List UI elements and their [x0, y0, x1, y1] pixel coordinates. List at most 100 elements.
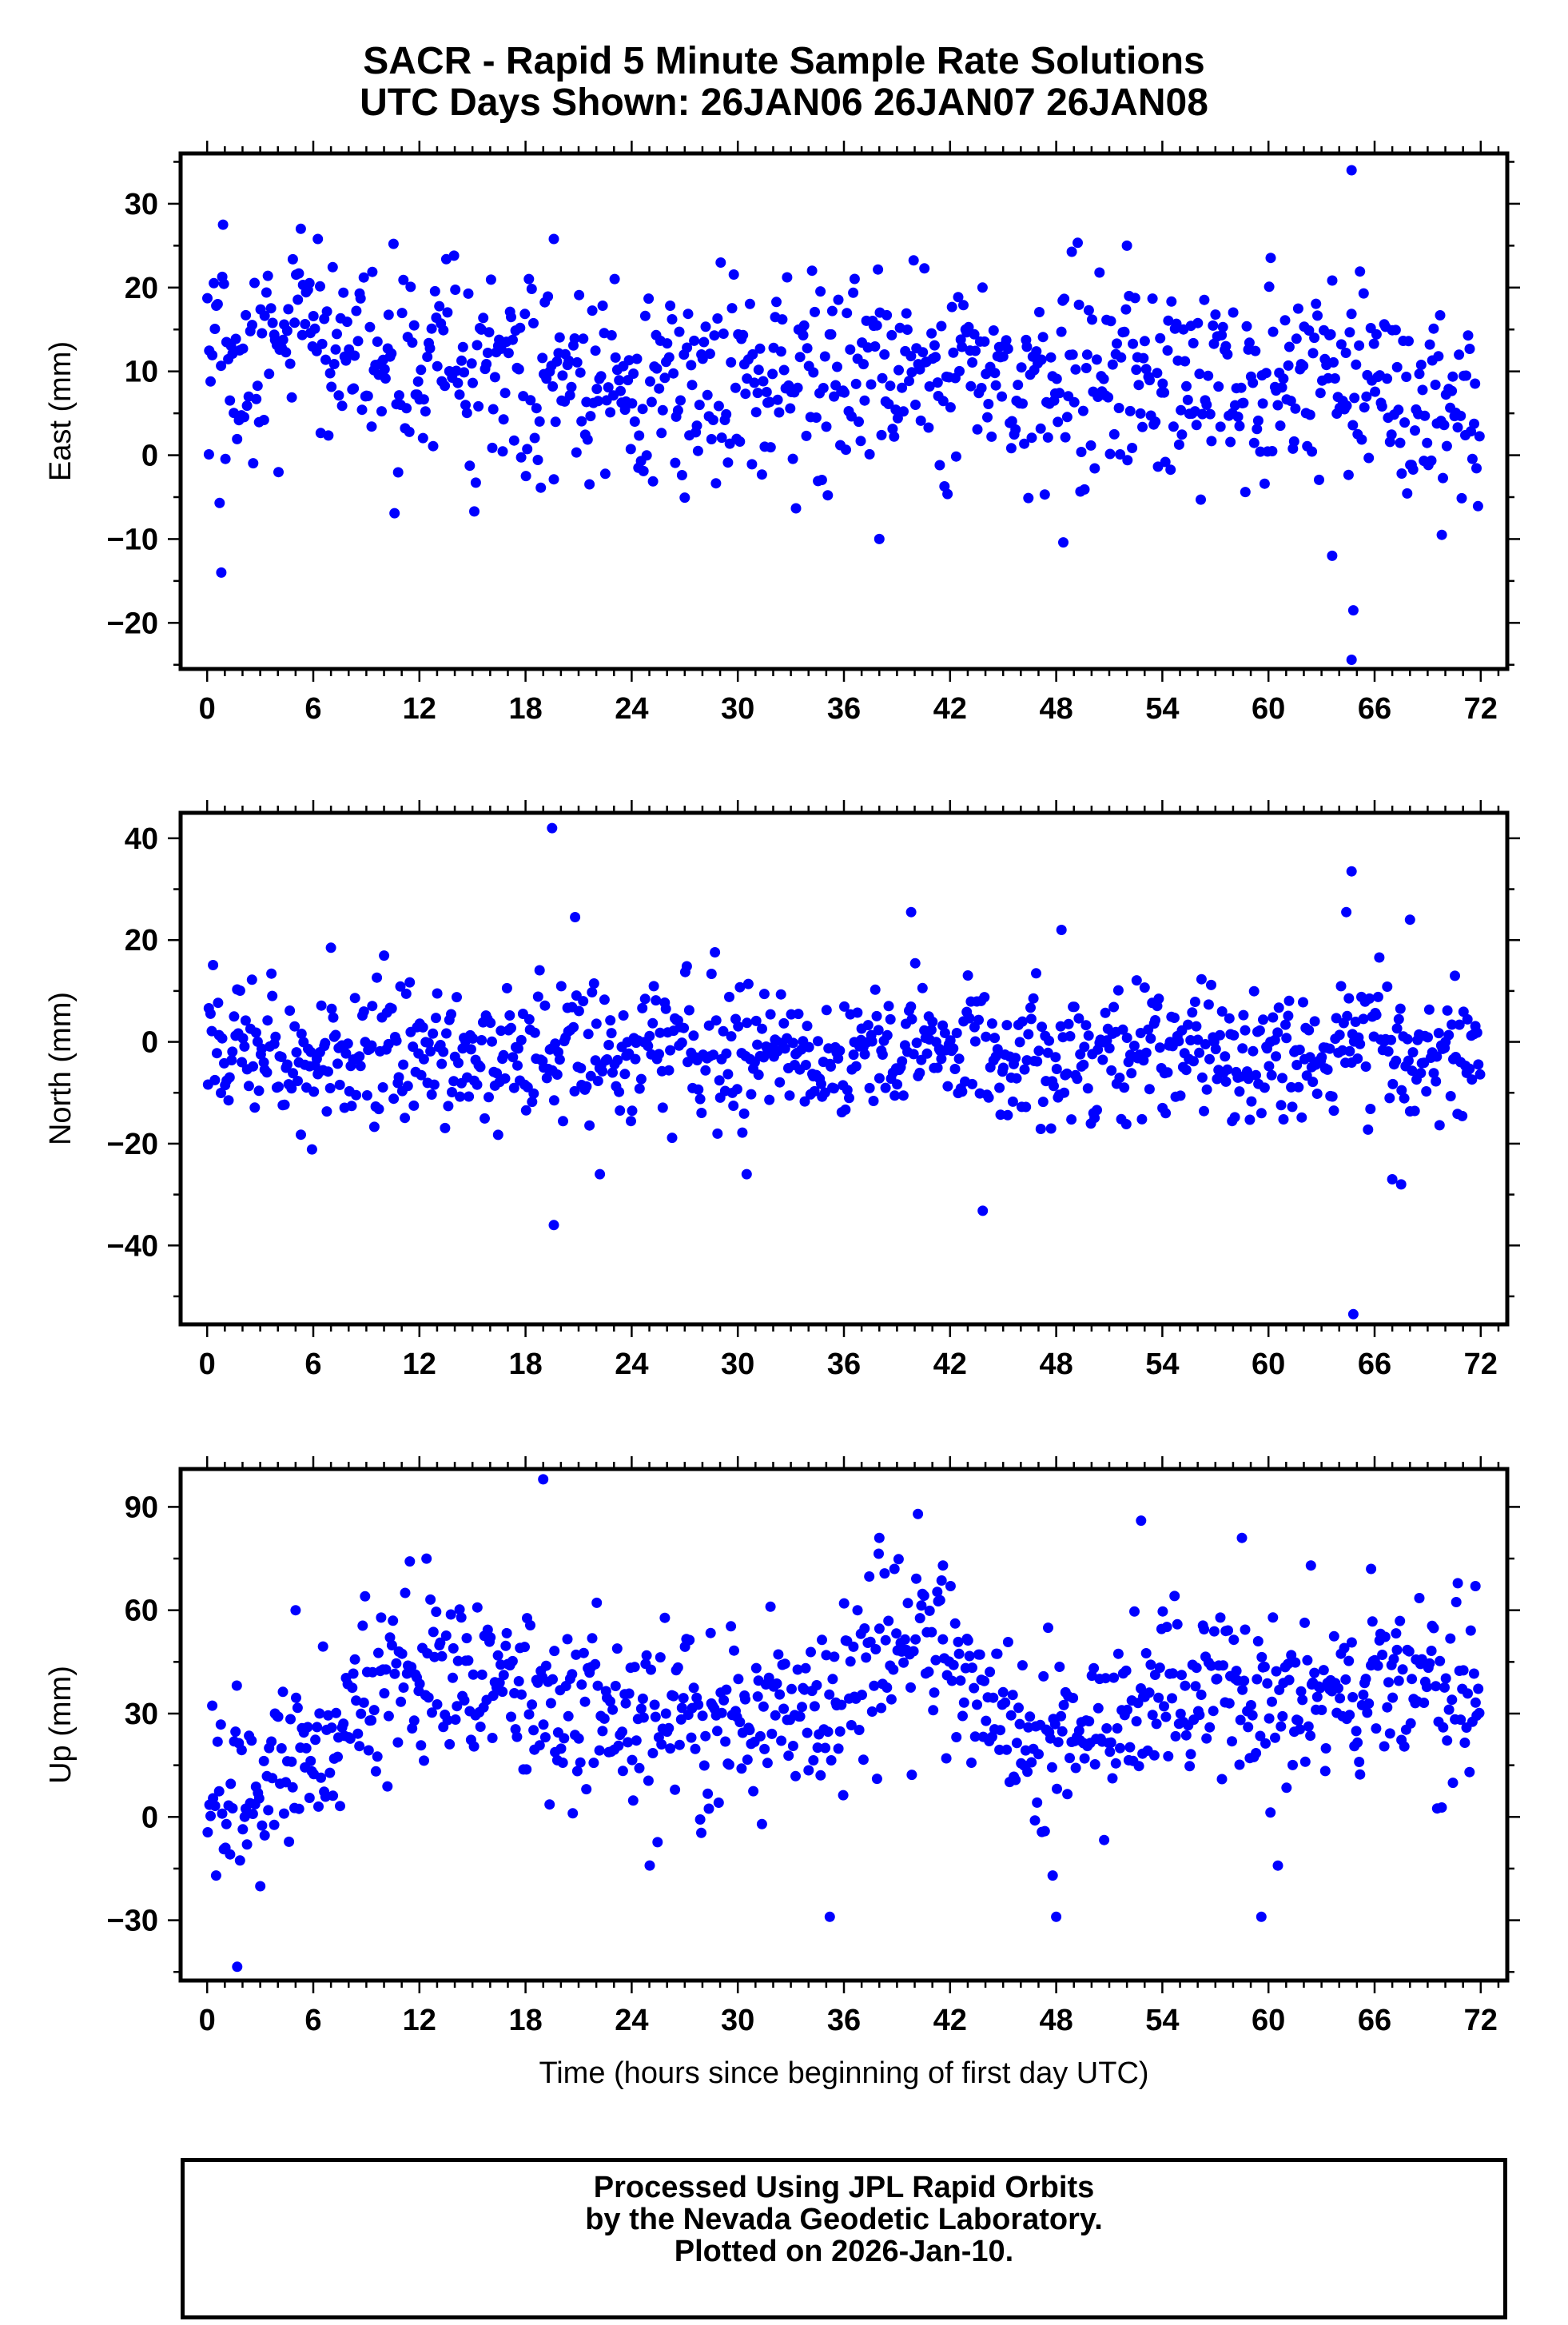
up-point — [763, 1672, 774, 1683]
north-point — [1215, 1029, 1225, 1041]
north-point — [710, 1015, 722, 1026]
east-point — [1347, 605, 1359, 616]
east-point — [1070, 364, 1081, 375]
north-point — [696, 1108, 707, 1118]
up-point — [617, 1726, 627, 1738]
up-point — [1295, 1686, 1307, 1697]
north-point — [905, 1001, 917, 1012]
up-point — [720, 1736, 731, 1747]
up-point — [997, 1686, 1009, 1698]
east-point — [352, 336, 364, 347]
north-point — [296, 1129, 306, 1141]
up-point — [1043, 1622, 1053, 1634]
east-point — [1147, 293, 1158, 305]
up-point — [1062, 1789, 1073, 1800]
east-y-tick-label: −10 — [107, 523, 158, 556]
east-point — [969, 328, 980, 340]
east-point — [906, 367, 917, 378]
north-point — [917, 982, 928, 993]
north-point — [568, 1021, 579, 1033]
north-x-tick-label: 72 — [1464, 1348, 1498, 1381]
east-point — [595, 371, 607, 382]
north-point — [595, 1168, 606, 1180]
north-point — [1273, 1002, 1284, 1013]
east-point — [603, 382, 614, 393]
north-point — [253, 1085, 265, 1097]
up-point — [643, 1775, 654, 1786]
up-point — [1391, 1628, 1402, 1639]
up-point — [237, 1824, 249, 1835]
north-point — [213, 997, 224, 1009]
east-point — [846, 411, 857, 422]
north-point — [447, 1087, 457, 1097]
east-point — [1240, 487, 1251, 498]
east-point — [753, 364, 764, 376]
east-point — [787, 453, 798, 464]
up-point — [1362, 1707, 1373, 1718]
east-point — [886, 329, 897, 340]
north-point — [1183, 1019, 1193, 1030]
up-point — [461, 1633, 472, 1644]
east-point — [1291, 333, 1302, 344]
north-point — [1363, 1124, 1374, 1135]
east-point — [808, 367, 819, 378]
north-point — [703, 1020, 714, 1031]
north-x-tick-label: 12 — [403, 1348, 436, 1381]
east-point — [670, 457, 681, 468]
up-point — [861, 1652, 872, 1663]
up-point — [1088, 1662, 1100, 1674]
north-point — [1355, 1038, 1366, 1049]
up-point — [929, 1687, 940, 1698]
east-point — [691, 420, 702, 432]
up-point — [452, 1701, 463, 1712]
up-point — [571, 1766, 583, 1777]
north-point — [472, 1079, 483, 1090]
north-point — [816, 1078, 826, 1089]
up-point — [592, 1680, 603, 1691]
east-point — [216, 567, 227, 578]
east-point — [919, 263, 930, 274]
up-point — [1316, 1705, 1327, 1715]
north-point — [1322, 1064, 1333, 1075]
east-point — [563, 355, 575, 366]
up-point — [1397, 1664, 1408, 1675]
north-point — [1023, 1029, 1034, 1040]
up-point — [386, 1640, 397, 1650]
up-point — [787, 1741, 798, 1751]
east-point — [203, 449, 214, 460]
up-point — [538, 1719, 549, 1730]
up-point — [703, 1803, 714, 1814]
north-point — [507, 1052, 519, 1063]
north-point — [1203, 999, 1214, 1010]
east-point — [704, 348, 715, 360]
up-point — [902, 1598, 913, 1609]
north-point — [722, 1069, 734, 1080]
north-point — [1407, 1047, 1419, 1058]
up-point — [1270, 1732, 1280, 1743]
north-point — [1139, 982, 1150, 993]
north-point — [239, 1041, 250, 1052]
up-point — [1001, 1744, 1013, 1755]
east-x-tick-label: 42 — [933, 692, 967, 726]
north-point — [973, 1014, 984, 1025]
up-point — [1105, 1737, 1116, 1748]
east-point — [631, 353, 643, 364]
up-point — [1426, 1646, 1437, 1656]
east-point — [1464, 344, 1475, 354]
north-point — [285, 1005, 296, 1016]
footer-line2: by the Nevada Geodetic Laboratory. — [585, 2203, 1103, 2236]
east-point — [241, 400, 253, 412]
east-point — [364, 321, 376, 332]
east-point — [262, 270, 273, 281]
east-point — [248, 458, 259, 469]
up-point — [241, 1839, 253, 1850]
east-point — [1080, 363, 1092, 373]
east-point — [249, 277, 260, 289]
north-point — [1462, 1013, 1473, 1025]
east-point — [826, 305, 838, 317]
east-point — [1401, 372, 1412, 382]
up-point — [323, 1710, 334, 1721]
east-point — [207, 349, 218, 360]
north-point — [874, 1073, 885, 1084]
up-point — [1051, 1911, 1062, 1922]
